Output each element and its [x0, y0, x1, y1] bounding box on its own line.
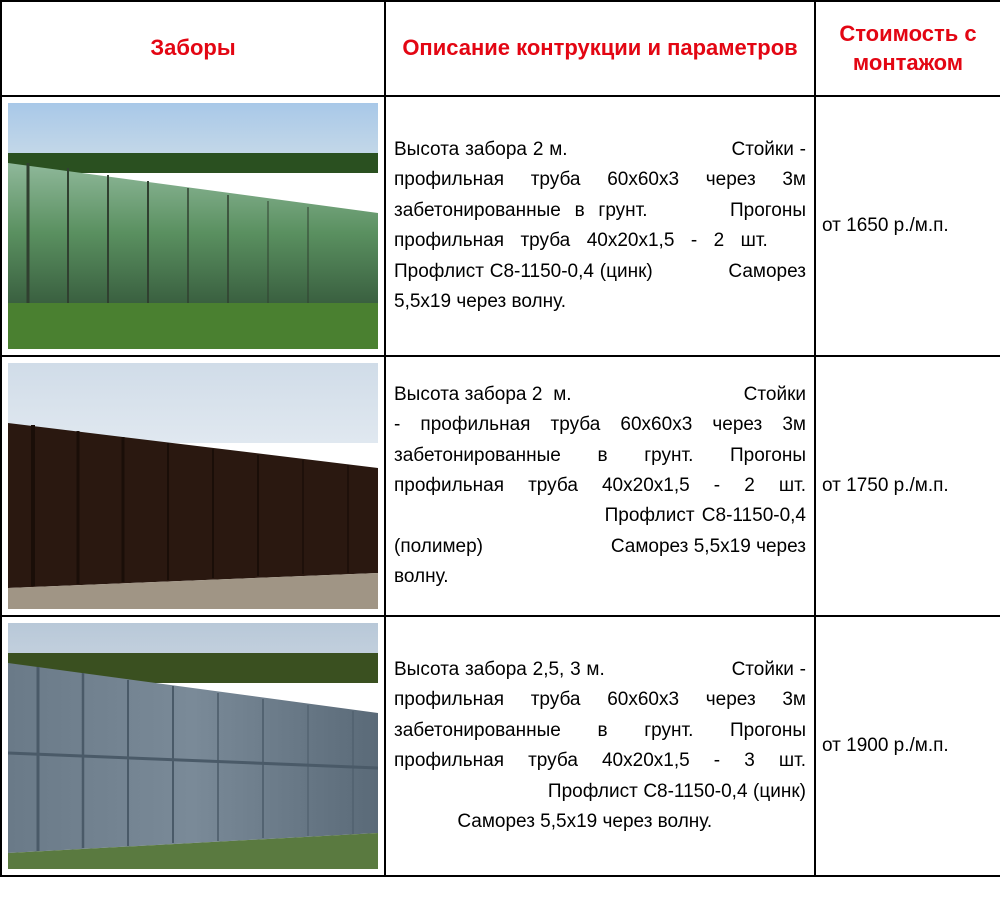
fence-image-cell-3 [1, 616, 385, 876]
fence-image-brown [8, 363, 378, 609]
fence-description-1: Высота забора 2 м. Стойки - профильная т… [385, 96, 815, 356]
fence-description-2: Высота забора 2 м. Стойки - профильная т… [385, 356, 815, 616]
fence-description-3: Высота забора 2,5, 3 м. Стойки - профиль… [385, 616, 815, 876]
table-row: Высота забора 2 м. Стойки - профильная т… [1, 356, 1000, 616]
fence-image-green [8, 103, 378, 349]
table-header-row: Заборы Описание контрукции и параметров … [1, 1, 1000, 96]
header-fences: Заборы [1, 1, 385, 96]
header-price: Стоимость с монтажом [815, 1, 1000, 96]
table-row: Высота забора 2 м. Стойки - профильная т… [1, 96, 1000, 356]
header-description: Описание контрукции и параметров [385, 1, 815, 96]
fence-image-gray [8, 623, 378, 869]
fence-image-cell-2 [1, 356, 385, 616]
fence-price-1: от 1650 р./м.п. [815, 96, 1000, 356]
table-row: Высота забора 2,5, 3 м. Стойки - профиль… [1, 616, 1000, 876]
fence-pricing-table: Заборы Описание контрукции и параметров … [0, 0, 1000, 877]
fence-price-3: от 1900 р./м.п. [815, 616, 1000, 876]
fence-image-cell-1 [1, 96, 385, 356]
fence-price-2: от 1750 р./м.п. [815, 356, 1000, 616]
